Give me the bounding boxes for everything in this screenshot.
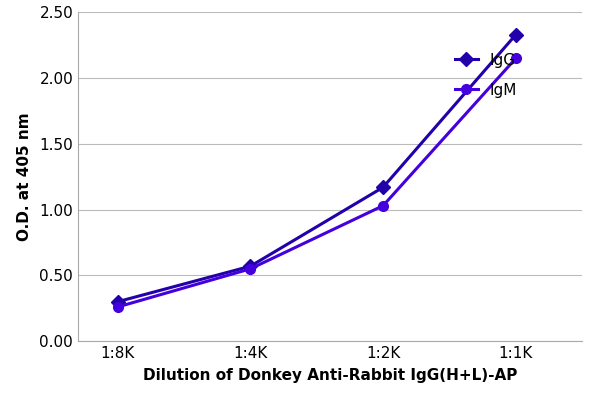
IgG [114,299,121,304]
IgM [114,305,121,310]
IgG [379,185,386,190]
Line: IgG: IgG [113,30,521,307]
IgG [512,32,519,37]
X-axis label: Dilution of Donkey Anti-Rabbit IgG(H+L)-AP: Dilution of Donkey Anti-Rabbit IgG(H+L)-… [143,368,517,383]
Line: IgM: IgM [113,54,521,312]
IgG [247,264,254,269]
IgM [247,266,254,271]
Y-axis label: O.D. at 405 nm: O.D. at 405 nm [17,112,32,241]
IgM [379,203,386,208]
Legend: IgG, IgM: IgG, IgM [449,47,523,104]
IgM [512,56,519,61]
